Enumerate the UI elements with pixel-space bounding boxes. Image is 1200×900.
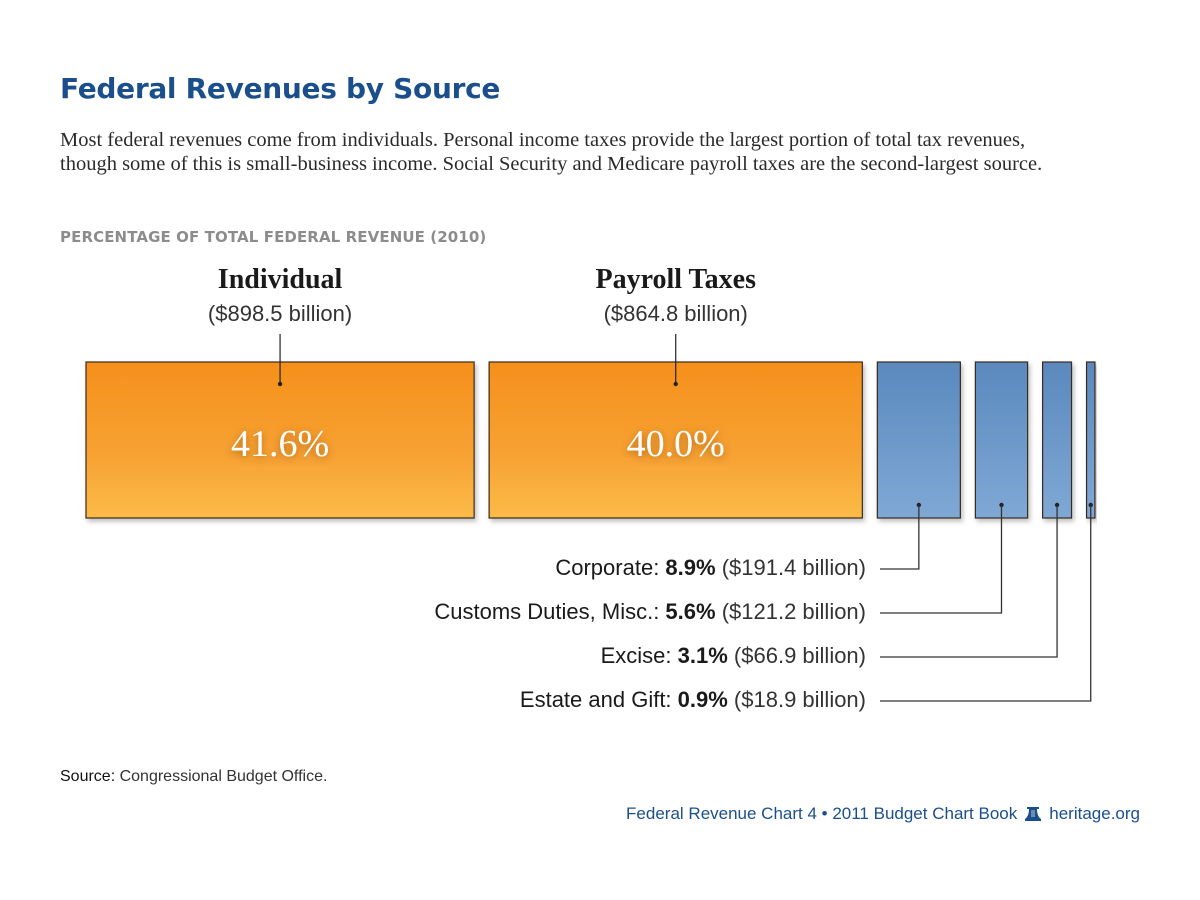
source-note: Source: Congressional Budget Office. [60,768,327,786]
page-title: Federal Revenues by Source [60,72,501,105]
bar-excise [1042,361,1073,519]
leader-line [880,505,1092,702]
percent-label: 41.6% [231,423,329,465]
category-name: Excise: [601,643,678,668]
category-label: Estate and Gift: 0.9% ($18.9 billion) [520,687,866,712]
percent-value: 3.1% [678,643,734,668]
footer-credit: Federal Revenue Chart 4 • 2011 Budget Ch… [626,804,1140,824]
category-name: Corporate: [555,555,665,580]
category-label: Excise: 3.1% ($66.9 billion) [601,643,866,668]
category-name: Customs Duties, Misc.: [434,599,665,624]
site-link[interactable]: heritage.org [1049,804,1140,823]
amount-value: ($121.2 billion) [722,599,866,624]
leader-line [880,505,1058,658]
bar-corporate [876,361,961,519]
bar-payroll-taxes [488,361,863,519]
category-name: Estate and Gift: [520,687,678,712]
bar-estate-and-gift [1085,361,1096,519]
percent-label: 40.0% [627,423,725,465]
amount-value: ($18.9 billion) [734,687,866,712]
percent-value: 0.9% [678,687,734,712]
amount-label: ($898.5 billion) [208,301,352,326]
category-label: Corporate: 8.9% ($191.4 billion) [555,555,866,580]
leader-dot [673,381,678,387]
liberty-bell-icon [1025,807,1042,821]
bar-customs-duties-misc- [974,361,1029,519]
chart-description: Most federal revenues come from individu… [60,129,1043,175]
source-text: Congressional Budget Office. [119,768,328,785]
amount-label: ($864.8 billion) [604,301,748,326]
percent-value: 5.6% [665,599,721,624]
amount-value: ($191.4 billion) [722,555,866,580]
category-label: Individual [218,264,343,295]
leader-dot [277,381,283,387]
leader-line [880,505,1003,614]
category-label: Payroll Taxes [595,264,756,295]
amount-value: ($66.9 billion) [734,643,866,668]
credit-text: Federal Revenue Chart 4 • 2011 Budget Ch… [626,804,1018,823]
bar-individual [85,361,475,519]
percent-value: 8.9% [665,555,721,580]
leader-line [880,505,920,570]
category-label: Customs Duties, Misc.: 5.6% ($121.2 bill… [434,599,866,624]
chart-subtitle: PERCENTAGE OF TOTAL FEDERAL REVENUE (201… [60,228,487,246]
source-label: Source: [60,768,116,785]
